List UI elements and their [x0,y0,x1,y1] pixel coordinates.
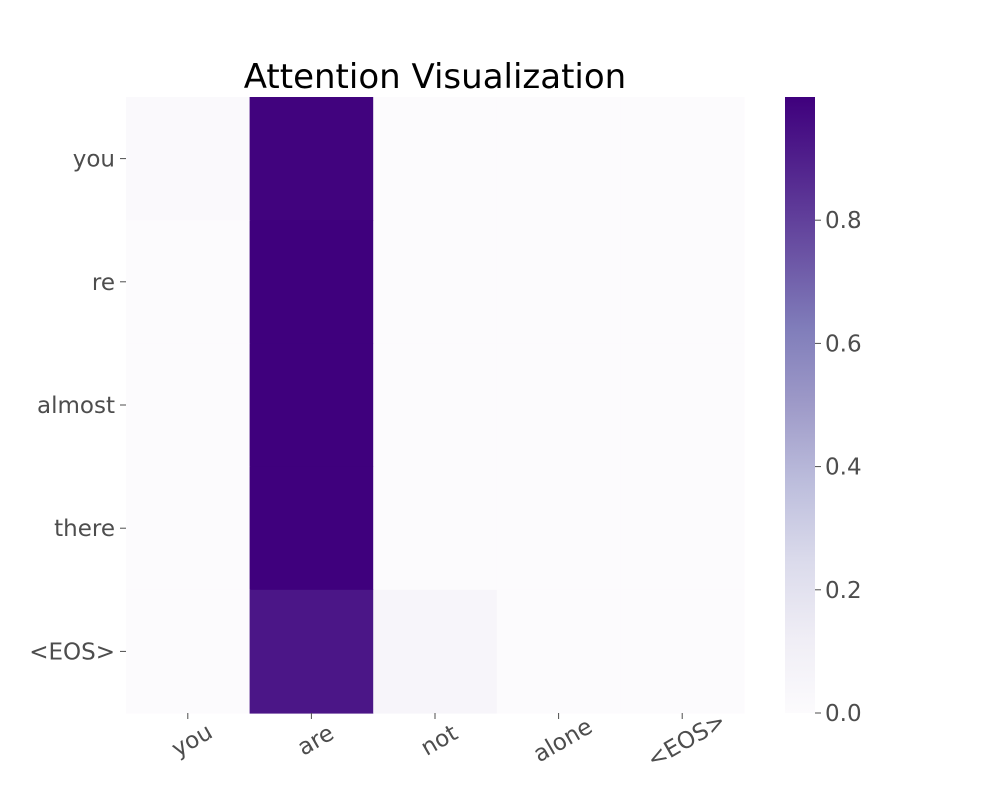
heatmap-cell-2-1 [249,343,374,468]
colorbar-ticks: 0.0 0.2 0.4 0.6 0.8 [815,208,862,727]
heatmap-cells [126,97,745,714]
heatmap-cell-2-2 [373,343,498,468]
heatmap-cell-3-0 [126,466,251,591]
y-tick-label-1: re [92,270,115,296]
y-axis: you re almost there <EOS> [29,147,126,665]
heatmap-cell-4-0 [126,589,251,714]
chart-title: Attention Visualization [244,57,626,97]
heatmap-cell-1-2 [373,220,498,344]
colorbar-tick-label-0: 0.0 [825,701,862,727]
y-tick-label-0: you [73,147,115,173]
x-tick-label-0: you [167,719,217,763]
colorbar-tick-label-4: 0.8 [825,208,862,234]
heatmap-cell-2-4 [620,343,745,468]
heatmap-cell-1-3 [496,220,621,344]
heatmap-cell-2-3 [496,343,621,468]
heatmap-cell-0-1 [249,97,374,221]
colorbar-tick-label-2: 0.4 [825,455,862,481]
colorbar [785,97,815,713]
x-tick-label-3: alone [529,714,597,768]
heatmap-cell-0-4 [620,97,745,221]
heatmap-cell-1-1 [249,220,374,344]
heatmap-cell-4-4 [620,589,745,714]
heatmap-cell-2-0 [126,343,251,468]
x-tick-label-1: are [293,720,338,761]
y-tick-label-3: there [54,516,115,542]
heatmap-cell-0-0 [126,97,251,221]
x-tick-label-2: not [417,720,463,761]
x-tick-label-4: <EOS> [643,708,730,773]
colorbar-tick-label-3: 0.6 [825,331,862,357]
heatmap-cell-1-0 [126,220,251,344]
heatmap-cell-1-4 [620,220,745,344]
colorbar-tick-label-1: 0.2 [825,578,862,604]
heatmap-cell-4-1 [249,589,374,714]
heatmap-cell-0-3 [496,97,621,221]
heatmap-cell-4-3 [496,589,621,714]
heatmap-cell-3-4 [620,466,745,591]
heatmap-cell-0-2 [373,97,498,221]
x-axis: you are not alone <EOS> [167,708,730,773]
heatmap-cell-4-2 [373,589,498,714]
heatmap-cell-3-2 [373,466,498,591]
y-tick-label-4: <EOS> [29,639,115,665]
heatmap-cell-3-3 [496,466,621,591]
y-tick-label-2: almost [37,393,115,419]
heatmap-cell-3-1 [249,466,374,591]
